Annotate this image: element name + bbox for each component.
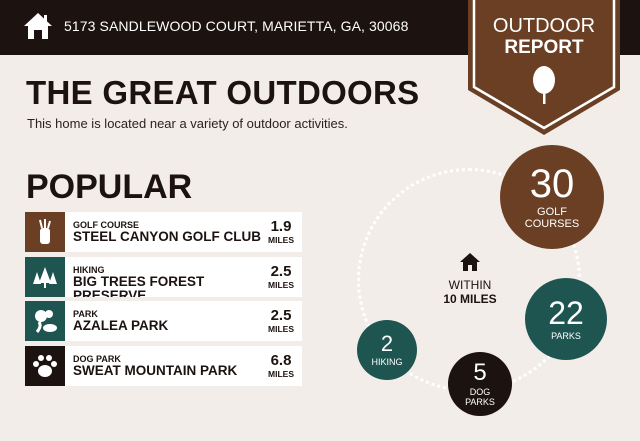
popular-item: GOLF COURSE STEEL CANYON GOLF CLUB 1.9 MI… xyxy=(25,212,302,252)
within-label: WITHIN xyxy=(448,278,492,292)
popular-heading: POPULAR xyxy=(26,168,193,206)
count-label: DOG xyxy=(469,387,491,397)
count-label: GOLF xyxy=(537,206,567,218)
item-name: AZALEA PARK xyxy=(73,319,169,333)
item-category: HIKING xyxy=(73,265,105,275)
count-value: 2 xyxy=(380,331,394,356)
tree-icon xyxy=(533,66,555,104)
within-distance: 10 MILES xyxy=(443,292,497,306)
outdoor-report-badge xyxy=(468,0,620,135)
count-circle: 30 GOLF COURSES xyxy=(500,145,604,249)
distance-unit: MILES xyxy=(268,280,294,290)
item-name: SWEAT MOUNTAIN PARK xyxy=(73,364,238,378)
item-name: STEEL CANYON GOLF CLUB xyxy=(73,230,262,244)
trees-icon xyxy=(25,257,65,297)
count-label: HIKING xyxy=(371,357,403,367)
count-circle: 2 HIKING xyxy=(357,320,417,380)
popular-item: HIKING BIG TREES FOREST PRESERVE 2.5 MILE… xyxy=(25,257,302,297)
count-value: 22 xyxy=(548,295,584,331)
golf-bag-icon xyxy=(25,212,65,252)
item-name: BIG TREES FOREST PRESERVE xyxy=(73,275,205,297)
item-distance: 2.5 MILES xyxy=(268,307,294,334)
item-category: GOLF COURSE xyxy=(73,220,140,230)
distance-value: 1.9 xyxy=(270,218,292,235)
item-category: DOG PARK xyxy=(73,354,121,364)
distance-unit: MILES xyxy=(268,369,294,379)
paw-icon xyxy=(25,346,65,386)
page-title: THE GREAT OUTDOORS xyxy=(26,74,420,111)
distance-value: 6.8 xyxy=(270,352,292,369)
distance-unit: MILES xyxy=(268,324,294,334)
item-distance: 2.5 MILES xyxy=(268,263,294,290)
item-distance: 1.9 MILES xyxy=(268,218,294,245)
count-value: 5 xyxy=(473,359,487,386)
badge-line2: REPORT xyxy=(504,37,584,58)
popular-item: PARK AZALEA PARK 2.5 MILES xyxy=(25,301,302,341)
home-icon xyxy=(460,253,480,271)
item-distance: 6.8 MILES xyxy=(268,352,294,379)
count-label: PARKS xyxy=(465,397,495,407)
distance-unit: MILES xyxy=(268,235,294,245)
subtitle: This home is located near a variety of o… xyxy=(27,116,348,131)
count-label: COURSES xyxy=(524,218,580,230)
item-category: PARK xyxy=(73,309,98,319)
distance-value: 2.5 xyxy=(270,263,292,280)
count-circle: 22 PARKS xyxy=(525,278,607,360)
count-circle: 5 DOG PARKS xyxy=(448,352,512,416)
address: 5173 SANDLEWOOD COURT, MARIETTA, GA, 300… xyxy=(64,18,409,34)
count-label: PARKS xyxy=(551,331,581,341)
count-value: 30 xyxy=(529,162,575,206)
distance-value: 2.5 xyxy=(270,307,292,324)
home-icon xyxy=(24,13,52,39)
park-icon xyxy=(25,301,65,341)
popular-item: DOG PARK SWEAT MOUNTAIN PARK 6.8 MILES xyxy=(25,346,302,386)
badge-line1: OUTDOOR xyxy=(492,15,596,37)
